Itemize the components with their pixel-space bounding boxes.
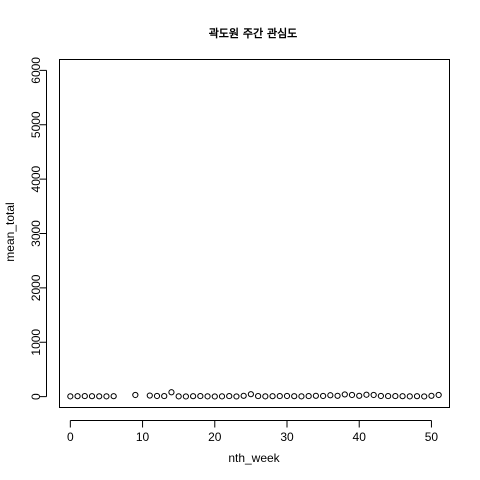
y-tick-label: 4000 <box>29 165 43 192</box>
data-point <box>197 392 204 400</box>
data-point <box>146 392 153 399</box>
data-point <box>103 393 110 400</box>
data-point <box>269 393 276 400</box>
data-point <box>88 393 96 400</box>
data-point <box>132 391 139 399</box>
data-point <box>81 392 88 400</box>
data-point <box>247 391 254 398</box>
data-point <box>348 391 356 399</box>
data-point <box>233 393 240 400</box>
data-point <box>211 393 218 400</box>
data-point <box>262 393 269 400</box>
data-point <box>74 393 81 400</box>
x-tick-label: 0 <box>67 430 74 444</box>
data-point <box>218 393 226 400</box>
data-point <box>276 392 283 400</box>
y-tick-label: 5000 <box>29 111 43 138</box>
data-point <box>204 393 211 400</box>
data-point <box>255 392 262 400</box>
x-axis: 0 10 20 30 40 50 <box>67 420 439 444</box>
x-tick-label: 50 <box>425 430 439 444</box>
data-point <box>428 392 435 399</box>
x-axis-label: nth_week <box>228 451 280 465</box>
data-point <box>385 392 392 400</box>
y-tick-label: 6000 <box>29 57 43 84</box>
data-point <box>110 393 117 400</box>
x-tick-label: 40 <box>353 430 367 444</box>
y-axis-label: mean_total <box>3 202 17 261</box>
data-point <box>168 389 175 396</box>
data-point <box>392 392 399 400</box>
data-point <box>435 391 442 399</box>
plot-frame <box>59 59 450 408</box>
data-point <box>291 393 298 400</box>
y-tick-label: 2000 <box>29 274 43 301</box>
data-point <box>161 392 168 400</box>
x-tick-label: 30 <box>280 430 294 444</box>
data-point <box>377 392 384 400</box>
x-tick-label: 10 <box>136 430 150 444</box>
data-point <box>370 391 377 399</box>
chart-title: 곽도원 주간 관심도 <box>209 26 298 40</box>
data-point <box>182 393 189 400</box>
data-point <box>240 392 247 399</box>
y-axis: 0 1000 2000 3000 4000 5000 6000 <box>29 57 47 400</box>
x-tick-label: 20 <box>208 430 222 444</box>
data-point <box>406 393 413 400</box>
data-point <box>413 393 421 400</box>
data-point <box>356 392 363 399</box>
data-point <box>305 392 312 400</box>
y-tick-label: 3000 <box>29 220 43 247</box>
data-point <box>421 393 428 400</box>
data-point <box>67 393 74 400</box>
data-point <box>283 392 291 400</box>
data-point <box>312 392 319 399</box>
data-point <box>363 391 370 398</box>
data-point <box>298 393 305 400</box>
data-points <box>67 389 442 400</box>
data-point <box>320 392 327 400</box>
data-point <box>334 392 341 399</box>
data-point <box>327 392 334 399</box>
data-point <box>153 392 161 400</box>
data-point <box>341 391 348 398</box>
data-point <box>226 392 233 400</box>
data-point <box>399 393 406 400</box>
y-tick-label: 0 <box>29 393 43 400</box>
data-point <box>190 393 197 400</box>
data-point <box>175 393 182 400</box>
data-point <box>96 393 103 400</box>
y-tick-label: 1000 <box>29 329 43 356</box>
